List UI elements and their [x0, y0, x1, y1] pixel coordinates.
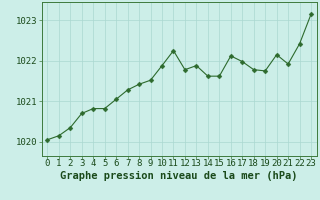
X-axis label: Graphe pression niveau de la mer (hPa): Graphe pression niveau de la mer (hPa) [60, 171, 298, 181]
